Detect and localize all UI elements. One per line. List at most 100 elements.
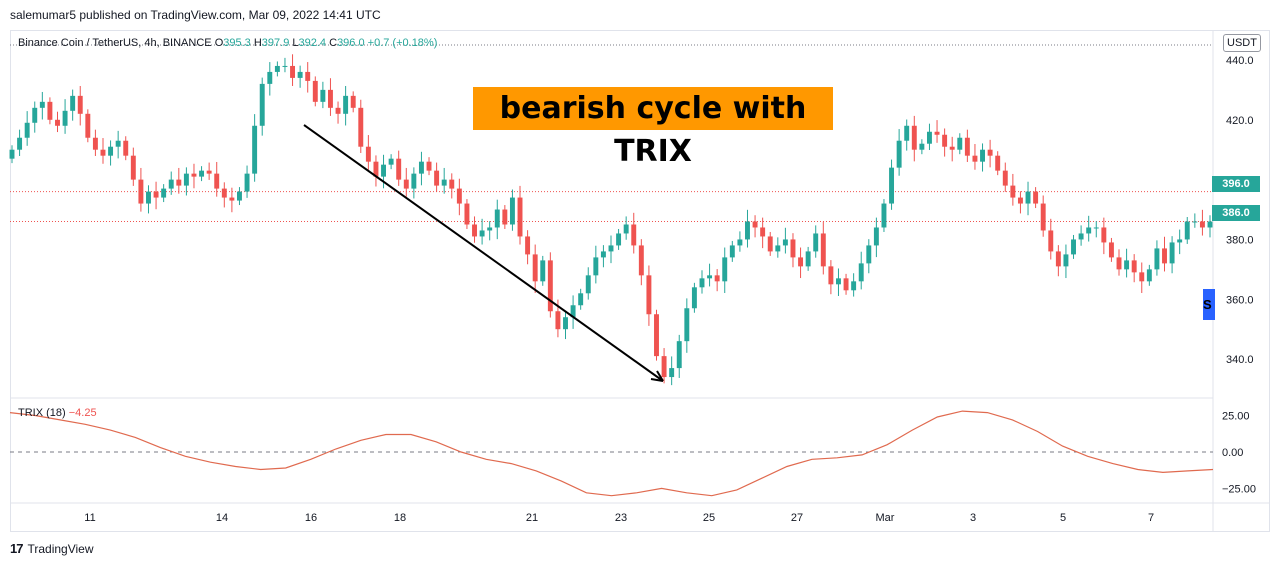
candle-body — [456, 188, 462, 204]
candle-body — [547, 260, 553, 312]
candle-body — [995, 155, 1001, 171]
candle-body — [1146, 269, 1152, 282]
candle-body — [805, 251, 811, 267]
candle-body — [1124, 260, 1130, 270]
currency-button[interactable]: USDT — [1223, 34, 1261, 52]
candle-body — [745, 221, 750, 240]
candle-body — [47, 101, 53, 120]
x-tick-label: 7 — [1148, 512, 1154, 524]
candle-body — [608, 245, 614, 252]
candle-body — [55, 119, 60, 126]
candle-body — [1048, 230, 1054, 252]
candle-body — [1017, 197, 1023, 204]
candle-body — [229, 197, 235, 201]
candle-body — [1169, 242, 1175, 264]
candle-body — [980, 149, 985, 162]
annotation-label: bearish cycle with TRIX — [473, 87, 833, 169]
candle-body — [570, 305, 576, 318]
candle-body — [1177, 239, 1183, 243]
candle-body — [1154, 248, 1160, 270]
x-tick-label: 18 — [394, 512, 406, 524]
candle-body — [1071, 239, 1076, 255]
candle-body — [813, 233, 819, 252]
candle-body — [1192, 221, 1198, 223]
candle-body — [676, 341, 682, 369]
candle-body — [32, 107, 38, 123]
candle-body — [767, 236, 773, 252]
candle-body — [737, 239, 743, 246]
candle-body — [146, 191, 151, 204]
y-tick-label: 360.0 — [1226, 294, 1254, 306]
candle-body — [851, 281, 857, 291]
x-tick-label: 27 — [791, 512, 803, 524]
candle-body — [691, 287, 697, 309]
trix-tick-label: −25.00 — [1222, 483, 1256, 495]
candle-body — [593, 257, 599, 276]
candle-body — [373, 161, 379, 177]
candle-body — [873, 227, 879, 246]
candle-body — [267, 71, 273, 84]
open-label: O — [214, 37, 224, 49]
candle-body — [108, 146, 114, 156]
candle-body — [1002, 170, 1008, 186]
candle-body — [274, 65, 280, 72]
candle-body — [782, 239, 788, 246]
candle-body — [487, 227, 493, 231]
chart-area[interactable] — [10, 30, 1270, 532]
change-value: +0.7 (+0.18%) — [367, 37, 438, 49]
candle-body — [1055, 251, 1061, 267]
trend-arrow-line — [303, 124, 664, 382]
candle-body — [123, 140, 129, 156]
candle-body — [585, 275, 591, 294]
candle-body — [669, 368, 675, 378]
candle-body — [600, 251, 606, 258]
candle-body — [684, 308, 690, 342]
candle-body — [661, 356, 667, 378]
candle-body — [1162, 248, 1167, 264]
high-value: 397.9 — [261, 37, 290, 49]
candle-body — [919, 143, 925, 150]
close-label: C — [329, 37, 338, 49]
trix-name: TRIX (18) — [18, 407, 66, 419]
candle-body — [820, 233, 826, 267]
candle-body — [199, 170, 205, 177]
low-value: 392.4 — [298, 37, 327, 49]
candle-body — [1108, 242, 1114, 258]
x-tick-label: 23 — [615, 512, 627, 524]
candle-body — [24, 122, 30, 138]
candle-body — [858, 263, 864, 282]
tradingview-logo-icon: 17 — [10, 541, 24, 556]
x-tick-label: 5 — [1060, 512, 1066, 524]
candle-body — [896, 140, 902, 168]
candle-body — [775, 245, 781, 252]
candle-body — [964, 137, 970, 156]
candle-body — [722, 257, 728, 282]
candle-body — [77, 95, 83, 114]
candle-body — [92, 137, 98, 150]
candle-body — [540, 260, 546, 282]
low-label: L — [292, 37, 299, 49]
candle-body — [434, 170, 440, 186]
candle-body — [934, 131, 940, 135]
candle-body — [942, 134, 948, 147]
candle-body — [1207, 221, 1213, 228]
publisher-header: salemumar5 published on TradingView.com,… — [10, 8, 381, 22]
candle-body — [646, 275, 652, 315]
candle-body — [464, 203, 470, 225]
candle-body — [525, 236, 531, 255]
candle-body — [138, 179, 144, 204]
candle-body — [327, 89, 333, 108]
candle-body — [206, 170, 212, 174]
candle-body — [889, 167, 895, 204]
candle-body — [343, 95, 349, 114]
candle-body — [729, 245, 735, 258]
candle-body — [1093, 227, 1099, 229]
trix-value: −4.25 — [68, 407, 97, 419]
candle-body — [578, 293, 584, 306]
candle-body — [1078, 233, 1084, 240]
candle-body — [161, 188, 167, 198]
side-marker[interactable]: S — [1203, 289, 1215, 320]
candle-body — [509, 197, 515, 225]
candle-body — [168, 179, 174, 189]
